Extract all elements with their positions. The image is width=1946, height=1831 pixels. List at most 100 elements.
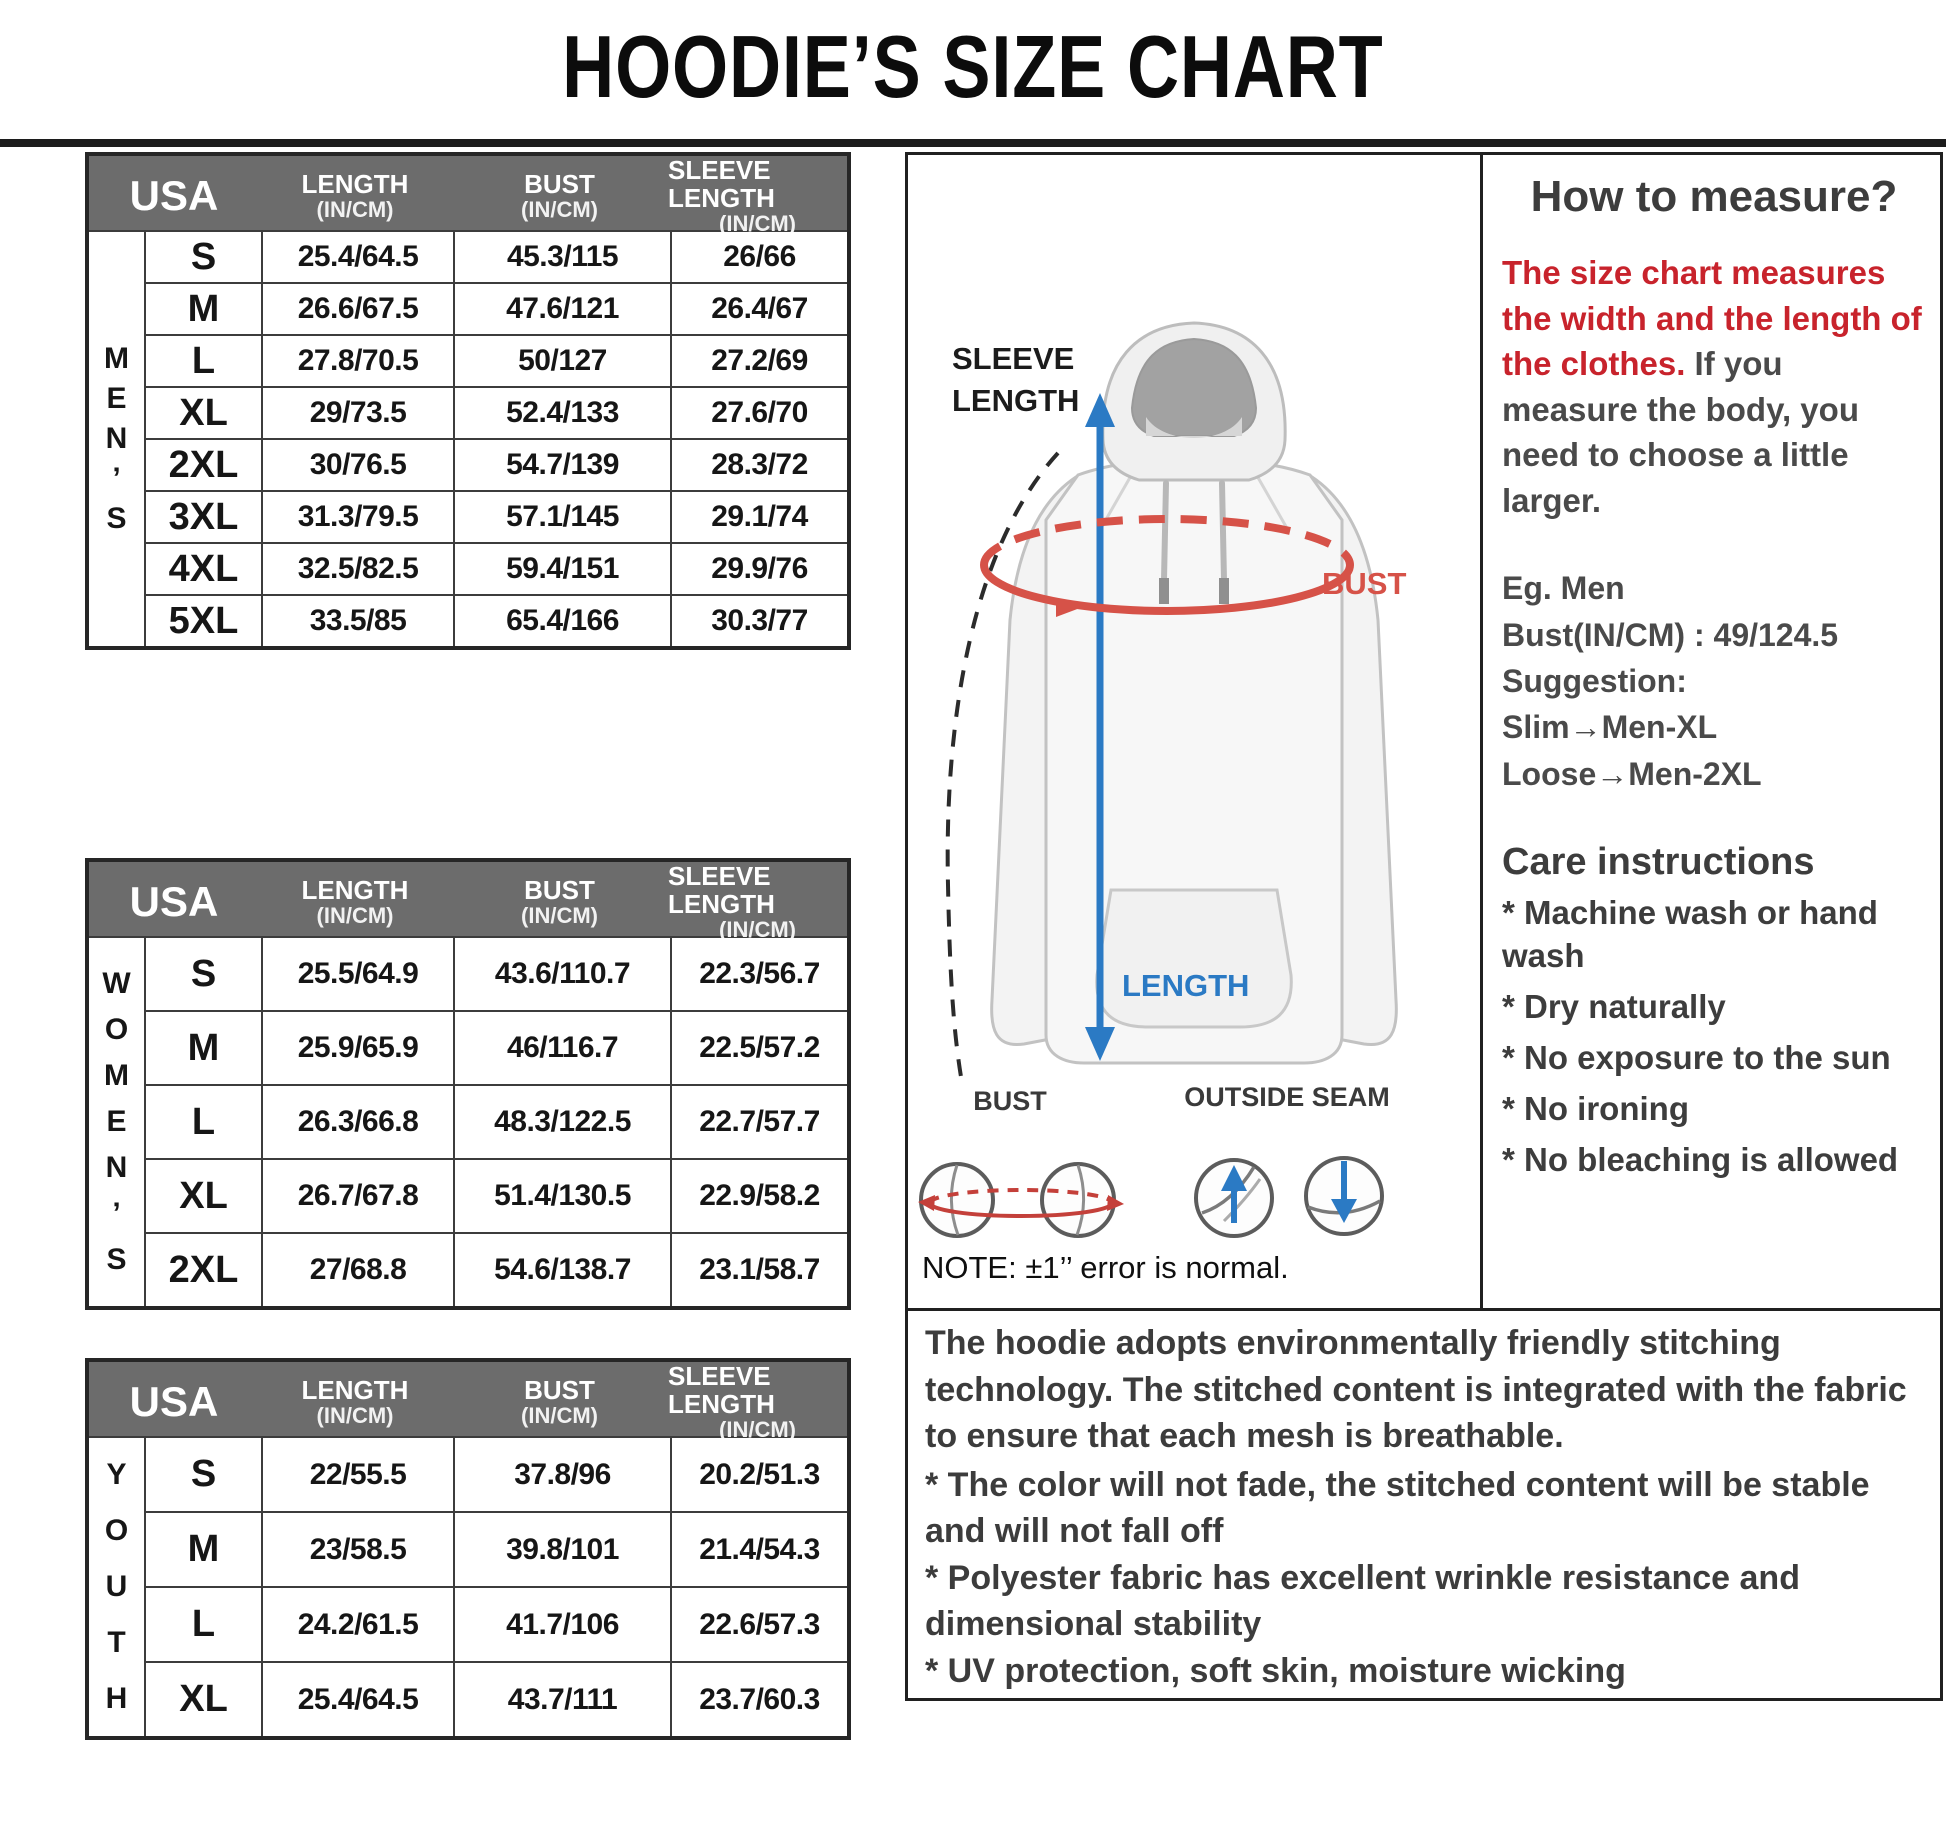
how-to-measure-heading: How to measure? bbox=[1530, 172, 1898, 221]
table-size-cell: L bbox=[146, 1588, 261, 1661]
intro-highlight: The size chart measures the width and th… bbox=[1502, 254, 1922, 383]
table-value-cell: 24.2/61.5 bbox=[263, 1588, 453, 1661]
table-size-cell: L bbox=[146, 1086, 261, 1158]
table-header-col: SLEEVE LENGTH (IN/CM) bbox=[668, 1362, 847, 1442]
sizing-example-line: Slim→Men-XL bbox=[1502, 709, 1718, 746]
table-value-cell: 48.3/122.5 bbox=[455, 1086, 670, 1158]
table-value-cell: 43.6/110.7 bbox=[455, 938, 670, 1010]
table-size-cell: 5XL bbox=[146, 596, 261, 646]
table-value-cell: 31.3/79.5 bbox=[263, 492, 453, 542]
tolerance-note: NOTE: ±1’’ error is normal. bbox=[922, 1250, 1289, 1285]
table-value-cell: 65.4/166 bbox=[455, 596, 670, 646]
sizing-example: Eg. Men Bust(IN/CM) : 49/124.5 Suggestion:… bbox=[1502, 565, 1926, 797]
table-value-cell: 22.5/57.2 bbox=[672, 1012, 847, 1084]
care-instruction-item: * Machine wash or hand wash bbox=[1502, 894, 1878, 975]
bust-ellipse bbox=[980, 515, 1354, 617]
table-header-usa: USA bbox=[129, 1377, 219, 1425]
table-value-cell: 26/66 bbox=[672, 232, 847, 282]
table-value-cell: 39.8/101 bbox=[455, 1513, 670, 1586]
table-header-band: USA LENGTH (IN/CM) BUST (IN/CM) SLEEVE LENGTH… bbox=[89, 862, 847, 941]
table-value-cell: 45.3/115 bbox=[455, 232, 670, 282]
table-group-label: Y O U T H bbox=[89, 1438, 144, 1736]
table-size-cell: S bbox=[146, 232, 261, 282]
sizing-example-line: Bust(IN/CM) : 49/124.5 bbox=[1502, 616, 1839, 653]
table-value-cell: 26.4/67 bbox=[672, 284, 847, 334]
table-size-cell: XL bbox=[146, 1160, 261, 1232]
bust-label: BUST bbox=[1322, 566, 1407, 601]
how-to-measure-intro: The size chart measures the width and th… bbox=[1502, 250, 1926, 523]
care-instruction-item: * No bleaching is allowed bbox=[1502, 1140, 1899, 1178]
table-value-cell: 27.8/70.5 bbox=[263, 336, 453, 386]
table-size-cell: S bbox=[146, 1438, 261, 1511]
table-header-label: SLEEVE LENGTH bbox=[668, 1361, 775, 1420]
intro-rest: If you measure the body, you need to cho… bbox=[1502, 345, 1859, 519]
size-table-youth: USA LENGTH (IN/CM) BUST (IN/CM) SLEEVE LENGTH… bbox=[85, 1358, 851, 1740]
table-size-cell: L bbox=[146, 336, 261, 386]
table-header-label: BUST bbox=[524, 1375, 595, 1406]
table-header-grid: USA LENGTH (IN/CM) BUST (IN/CM) SLEEVE LENGTH… bbox=[89, 155, 847, 235]
table-value-cell: 25.9/65.9 bbox=[263, 1012, 453, 1084]
care-instructions-list: * Machine wash or hand wash * Dry natural… bbox=[1502, 892, 1926, 1181]
table-header-sub: (IN/CM) bbox=[719, 211, 796, 237]
table-value-cell: 52.4/133 bbox=[455, 388, 670, 438]
table-value-cell: 46/116.7 bbox=[455, 1012, 670, 1084]
product-description: The hoodie adopts environmentally friend… bbox=[925, 1320, 1927, 1695]
table-header-col: LENGTH (IN/CM) bbox=[259, 156, 451, 236]
hoodie-illustration bbox=[990, 321, 1398, 1065]
table-header-sub: (IN/CM) bbox=[719, 1417, 796, 1443]
vertical-divider bbox=[1480, 155, 1483, 1308]
care-instruction-item: * No exposure to the sun bbox=[1502, 1038, 1891, 1076]
table-value-cell: 30/76.5 bbox=[263, 440, 453, 490]
table-size-cell: 2XL bbox=[146, 1234, 261, 1306]
description-bullets: * The color will not fade, the stitched … bbox=[925, 1462, 1927, 1695]
description-bullet: * UV protection, soft skin, moisture wic… bbox=[925, 1652, 1626, 1691]
table-value-cell: 59.4/151 bbox=[455, 544, 670, 594]
table-header-sub: (IN/CM) bbox=[316, 1403, 394, 1429]
table-size-cell: XL bbox=[146, 1663, 261, 1736]
horizontal-divider bbox=[908, 1308, 1940, 1311]
sleeve-length-label: SLEEVE LENGTH bbox=[952, 341, 1080, 418]
sizing-example-line: Loose→Men-2XL bbox=[1502, 755, 1762, 792]
table-value-cell: 23/58.5 bbox=[263, 1513, 453, 1586]
table-size-cell: XL bbox=[146, 388, 261, 438]
main-panel bbox=[905, 152, 1943, 1701]
table-header-usa: USA bbox=[129, 877, 219, 925]
care-instruction-item: * Dry naturally bbox=[1502, 987, 1726, 1025]
table-value-cell: 27/68.8 bbox=[263, 1234, 453, 1306]
table-value-cell: 26.7/67.8 bbox=[263, 1160, 453, 1232]
table-value-cell: 23.7/60.3 bbox=[672, 1663, 847, 1736]
table-value-cell: 26.6/67.5 bbox=[263, 284, 453, 334]
table-header-sub: (IN/CM) bbox=[719, 917, 796, 943]
table-size-cell: 3XL bbox=[146, 492, 261, 542]
table-value-cell: 29.1/74 bbox=[672, 492, 847, 542]
table-value-cell: 26.3/66.8 bbox=[263, 1086, 453, 1158]
table-header-sub: (IN/CM) bbox=[521, 197, 598, 223]
table-header-sub: (IN/CM) bbox=[521, 1403, 598, 1429]
description-paragraph: The hoodie adopts environmentally friend… bbox=[925, 1324, 1907, 1456]
table-size-cell: 2XL bbox=[146, 440, 261, 490]
table-header-label: LENGTH bbox=[301, 1375, 409, 1406]
table-value-cell: 21.4/54.3 bbox=[672, 1513, 847, 1586]
table-header-label: BUST bbox=[524, 875, 595, 906]
table-size-cell: M bbox=[146, 1513, 261, 1586]
table-value-cell: 30.3/77 bbox=[672, 596, 847, 646]
table-header-label: LENGTH bbox=[301, 169, 409, 200]
sleeve-measure-dashed-line bbox=[945, 451, 1060, 1084]
table-value-cell: 20.2/51.3 bbox=[672, 1438, 847, 1511]
table-value-cell: 25.4/64.5 bbox=[263, 232, 453, 282]
title-separator bbox=[0, 139, 1946, 147]
how-to-measure-panel: How to measure? The size chart measures … bbox=[1502, 172, 1926, 1181]
table-value-cell: 25.5/64.9 bbox=[263, 938, 453, 1010]
care-instruction-item: * No ironing bbox=[1502, 1089, 1689, 1127]
table-header-sub: (IN/CM) bbox=[316, 197, 394, 223]
table-header-label: SLEEVE LENGTH bbox=[668, 155, 775, 214]
table-value-cell: 27.2/69 bbox=[672, 336, 847, 386]
table-header-usa: USA bbox=[129, 171, 219, 219]
table-header-band: USA LENGTH (IN/CM) BUST (IN/CM) SLEEVE LENGTH… bbox=[89, 1362, 847, 1441]
table-value-cell: 54.6/138.7 bbox=[455, 1234, 670, 1306]
table-value-cell: 41.7/106 bbox=[455, 1588, 670, 1661]
size-table-womens: USA LENGTH (IN/CM) BUST (IN/CM) SLEEVE LENGTH… bbox=[85, 858, 851, 1310]
sizing-example-line: Eg. Men bbox=[1502, 570, 1625, 607]
table-header-col: BUST (IN/CM) bbox=[451, 1362, 668, 1442]
table-header-col: BUST (IN/CM) bbox=[451, 862, 668, 942]
